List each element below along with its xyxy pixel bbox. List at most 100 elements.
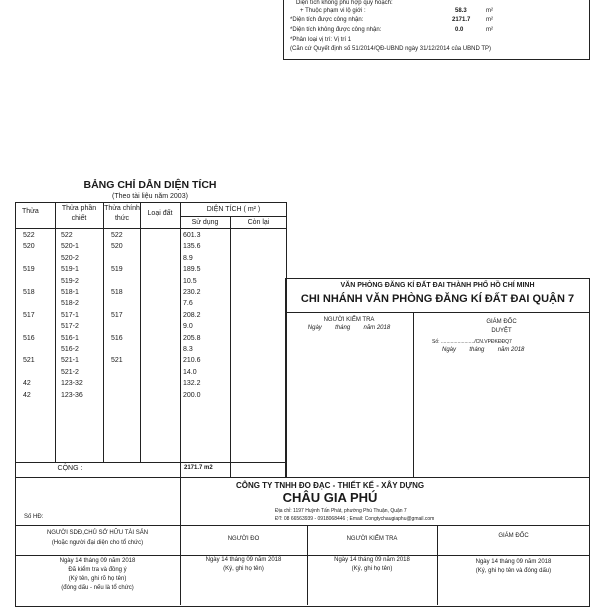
cell-phan-chiet: 518-1 [61, 289, 79, 296]
sig-director-title: GIÁM ĐỐC [498, 533, 529, 539]
table-row: 516-2 8.3 [15, 346, 285, 357]
summary-unit: m² [486, 27, 493, 33]
summary-value: 58.3 [455, 8, 467, 14]
sig-surveyor-date: Ngày 14 tháng 09 năm 2018 [205, 557, 282, 563]
cell-phan-chiet: 516-2 [61, 346, 79, 353]
cell-su-dung: 10.5 [183, 277, 197, 285]
table-row: 518 518-1 518 230.2 [15, 289, 285, 300]
office-line2: CHI NHÁNH VĂN PHÒNG ĐĂNG KÍ ĐẤT ĐAI QUẬN… [300, 293, 575, 305]
table-row: 521 521-1 521 210.6 [15, 357, 285, 368]
cell-thua: 519 [23, 266, 35, 274]
cell-phan-chiet: 123-36 [61, 391, 83, 399]
summary-line: *Diện tích được công nhận: [290, 17, 364, 23]
sig-owner-date: Ngày 14 tháng 09 năm 2018 [59, 558, 136, 564]
office-director-title: GIÁM ĐỐC [486, 319, 517, 325]
company-name: CHÂU GIA PHÚ [282, 490, 378, 505]
office-line1: VĂN PHÒNG ĐĂNG KÍ ĐẤT ĐAI THÀNH PHỐ HỒ C… [340, 282, 535, 289]
sig-surveyor-title: NGƯỜI ĐO [227, 536, 260, 542]
cell-su-dung: 189.5 [183, 266, 201, 274]
cell-phan-chiet: 517-2 [61, 323, 79, 331]
sig-director-note: (Ký, ghi họ tên và đóng dấu) [475, 568, 552, 574]
sig-checker-title: NGƯỜI KIỂM TRA [346, 536, 398, 542]
cell-phan-chiet: 522 [61, 232, 73, 239]
office-number: Số: ......................../CN.VPĐKĐĐQ7 [432, 339, 512, 345]
cell-chinh-thuc: 518 [111, 289, 123, 296]
header-con-lai: Còn lại [247, 219, 270, 226]
cell-thua: 517 [23, 311, 35, 319]
summary-unit: m² [486, 8, 493, 14]
cell-thua: 42 [23, 380, 31, 388]
summary-unit: m² [486, 17, 493, 23]
office-checker-date: Ngày tháng năm 2018 [307, 325, 391, 331]
cell-su-dung: 14.0 [183, 368, 197, 376]
cell-su-dung: 210.6 [183, 357, 201, 365]
header-su-dung: Sử dụng [191, 219, 219, 226]
cell-su-dung: 132.2 [183, 380, 201, 388]
cell-chinh-thuc: 519 [111, 266, 123, 274]
cell-su-dung: 230.2 [183, 289, 201, 296]
company-address: Địa chỉ: 1197 Huỳnh Tấn Phát, phường Phú… [275, 508, 407, 514]
header-loai-dat: Loại đất [147, 210, 173, 217]
cell-su-dung: 8.3 [183, 346, 193, 353]
summary-value: 2171.7 [452, 17, 471, 23]
summary-line: *Phân loại vị trí: Vị trí 1 [290, 37, 352, 43]
summary-line: (Căn cứ Quyết định số 51/2014/QĐ-UBND ng… [290, 46, 492, 52]
cell-phan-chiet: 123-32 [61, 380, 83, 388]
summary-line: + Thuộc phạm vi lộ giới : [300, 8, 366, 14]
header-thua: Thửa [22, 208, 39, 215]
office-box [285, 278, 590, 478]
cell-chinh-thuc: 521 [111, 357, 123, 365]
sig-checker-date: Ngày 14 tháng 09 năm 2018 [334, 557, 410, 563]
summary-value: 0.0 [455, 27, 464, 33]
table-row: 520-2 8.9 [15, 255, 285, 266]
cell-thua: 516 [23, 334, 35, 342]
total-value: 2171.7 m2 [184, 465, 213, 471]
company-line1: CÔNG TY TNHH ĐO ĐẠC - THIẾT KẾ - XÂY DỰN… [235, 481, 425, 490]
cell-phan-chiet: 521-2 [61, 368, 79, 376]
cell-phan-chiet: 518-2 [61, 300, 79, 308]
cell-phan-chiet: 516-1 [61, 334, 79, 342]
cell-chinh-thuc: 520 [111, 243, 123, 251]
cell-chinh-thuc: 517 [111, 311, 123, 319]
table-row: 517 517-1 517 208.2 [15, 312, 285, 323]
sig-director-date: Ngày 14 tháng 09 năm 2018 [475, 559, 552, 565]
table-row: 516 516-1 516 205.8 [15, 335, 285, 346]
cell-su-dung: 135.6 [183, 243, 201, 251]
cell-chinh-thuc: 522 [111, 232, 123, 239]
table-row: 518-2 7.6 [15, 300, 285, 311]
sig-checker-note: (Ký, ghi họ tên) [351, 566, 393, 572]
table-title: BẢNG CHỈ DẪN DIỆN TÍCH [83, 179, 217, 191]
office-checker-title: NGƯỜI KIỂM TRA [323, 317, 375, 323]
cell-thua: 520 [23, 243, 35, 251]
cell-phan-chiet: 519-1 [61, 266, 79, 274]
company-contact: ĐT: 08 66563939 - 0918068446 ; Email: Co… [275, 516, 435, 522]
table-row: 520 520-1 520 135.6 [15, 243, 285, 254]
table-row: 522 522 522 601.3 [15, 232, 285, 243]
cell-phan-chiet: 520-2 [61, 254, 79, 262]
header-dien-tich: DIỆN TÍCH ( m² ) [206, 206, 261, 213]
summary-line: Diện tích không phù hợp quy hoạch: [296, 0, 393, 6]
table-subtitle: (Theo tài liệu năm 2003) [112, 193, 188, 200]
cell-su-dung: 7.6 [183, 300, 193, 308]
table-row: 42 123-36 200.0 [15, 392, 285, 403]
table-row: 519 519-1 519 189.5 [15, 266, 285, 277]
cell-thua: 518 [23, 289, 35, 296]
sig-surveyor-note: (Ký, ghi họ tên) [223, 566, 264, 572]
office-director-date: Ngày tháng năm 2018 [442, 347, 525, 353]
header-chinh-thuc: Thửa chính thức [104, 205, 140, 222]
cell-thua: 42 [23, 391, 31, 399]
table-row: 42 123-32 132.2 [15, 380, 285, 391]
cell-su-dung: 9.0 [183, 323, 193, 331]
cell-phan-chiet: 517-1 [61, 311, 79, 319]
cell-su-dung: 208.2 [183, 311, 201, 319]
cell-phan-chiet: 519-2 [61, 277, 79, 285]
cell-phan-chiet: 520-1 [61, 243, 79, 251]
office-approve: DUYỆT [491, 328, 512, 334]
sig-owner-sub: (Hoặc người đại diện cho tổ chức) [51, 540, 144, 546]
cell-phan-chiet: 521-1 [61, 357, 79, 365]
cell-thua: 522 [23, 232, 35, 239]
cell-su-dung: 601.3 [183, 232, 201, 239]
sig-owner-note2: (Ký tên, ghi rõ họ tên) [68, 576, 127, 582]
sig-owner-note: Đã kiểm tra và đồng ý [68, 567, 127, 573]
total-label: CỘNG : [57, 465, 83, 472]
